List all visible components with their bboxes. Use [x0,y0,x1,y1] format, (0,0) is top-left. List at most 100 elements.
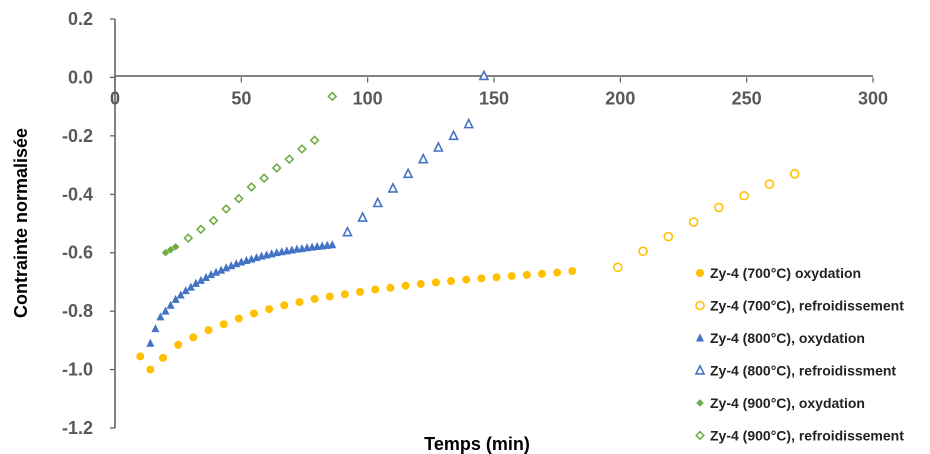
data-point [265,305,274,314]
data-point [613,262,623,273]
data-point [221,203,232,214]
legend-label: Zy-4 (800°C), oxydation [710,330,865,346]
x-tick-label: 0 [110,88,120,108]
data-point [234,314,243,323]
x-tick-label: 300 [858,88,888,108]
data-point [271,163,282,173]
x-tick-label: 150 [479,88,509,108]
legend-label: Zy-4 (900°C), oxydation [710,395,865,411]
data-point [477,274,486,283]
legend-marker [695,430,705,441]
data-point [166,245,175,254]
x-tick-label: 100 [353,88,383,108]
data-point [478,69,490,81]
data-point [212,267,221,276]
data-point [327,91,338,102]
data-point [146,365,155,374]
y-tick-label: -1.2 [62,418,93,438]
data-point [357,211,368,222]
data-point [638,246,648,257]
data-point [186,282,195,291]
data-point [492,273,501,282]
series-4 [161,243,180,257]
series-2 [146,240,337,347]
series-3 [342,69,490,237]
data-point [522,270,531,279]
data-point [356,287,365,296]
data-point [196,275,205,284]
data-point [151,324,160,333]
x-ticks: 0 50 100 150 200 250 300 [110,77,888,108]
data-point [297,144,307,154]
data-point [259,173,270,184]
x-axis-title: Temps (min) [424,434,530,454]
data-point [538,269,547,278]
data-point [553,268,562,277]
data-point [189,333,198,342]
legend-item: Zy-4 (900°C), refroidissement [695,428,904,444]
data-point [280,301,289,310]
data-point [249,309,258,318]
data-point [227,261,236,270]
legend-marker [696,269,704,277]
y-tick-label: -0.2 [62,126,93,146]
data-point [174,340,183,349]
data-point [789,169,800,179]
data-point [309,135,320,146]
data-point [340,290,349,299]
series-1 [613,169,800,273]
data-point [295,298,304,307]
data-point [217,265,226,274]
data-point [568,267,577,276]
data-point [764,179,775,189]
data-point [416,279,425,288]
y-tick-label: -1.0 [62,360,93,380]
data-point [191,278,200,287]
data-point [201,272,210,281]
data-point [171,294,180,303]
data-point [161,306,170,315]
data-point [342,225,353,237]
data-point [433,141,444,152]
data-point [136,352,145,361]
data-point [739,190,749,201]
axes [114,19,873,428]
data-point [233,193,244,204]
data-point [156,312,165,321]
data-point [208,215,219,226]
legend-item: Zy-4 (800°C), oxydation [696,330,865,346]
legend-marker [695,300,705,311]
data-point [161,248,170,257]
data-point [219,320,228,329]
legend-item: Zy-4 (700°C) oxydation [696,265,861,281]
legend-label: Zy-4 (700°C) oxydation [710,265,861,281]
data-point [183,233,194,244]
data-point [507,272,516,281]
series-0 [136,267,577,374]
y-tick-label: -0.4 [62,184,93,204]
legend-label: Zy-4 (900°C), refroidissement [710,428,904,444]
legend-marker [696,333,704,342]
legend-item: Zy-4 (900°C), oxydation [696,395,865,411]
data-point [688,217,699,227]
data-point [181,286,190,295]
data-point [431,278,440,287]
y-axis-title: Contrainte normalisée [11,128,31,318]
y-tick-label: -0.8 [62,301,93,321]
data-point [447,277,456,286]
data-point [176,290,185,299]
data-point [246,182,257,192]
data-point [310,294,319,303]
legend-item: Zy-4 (700°C), refroidissement [695,298,904,314]
data-point [195,224,206,235]
data-point [146,338,155,347]
data-point [372,196,384,208]
data-point [386,283,395,292]
data-point [387,182,399,193]
data-point [462,275,471,284]
data-point [328,240,337,249]
data-point [222,263,231,272]
data-point [325,292,334,301]
y-tick-label: 0.0 [68,67,93,87]
data-point [204,326,213,335]
